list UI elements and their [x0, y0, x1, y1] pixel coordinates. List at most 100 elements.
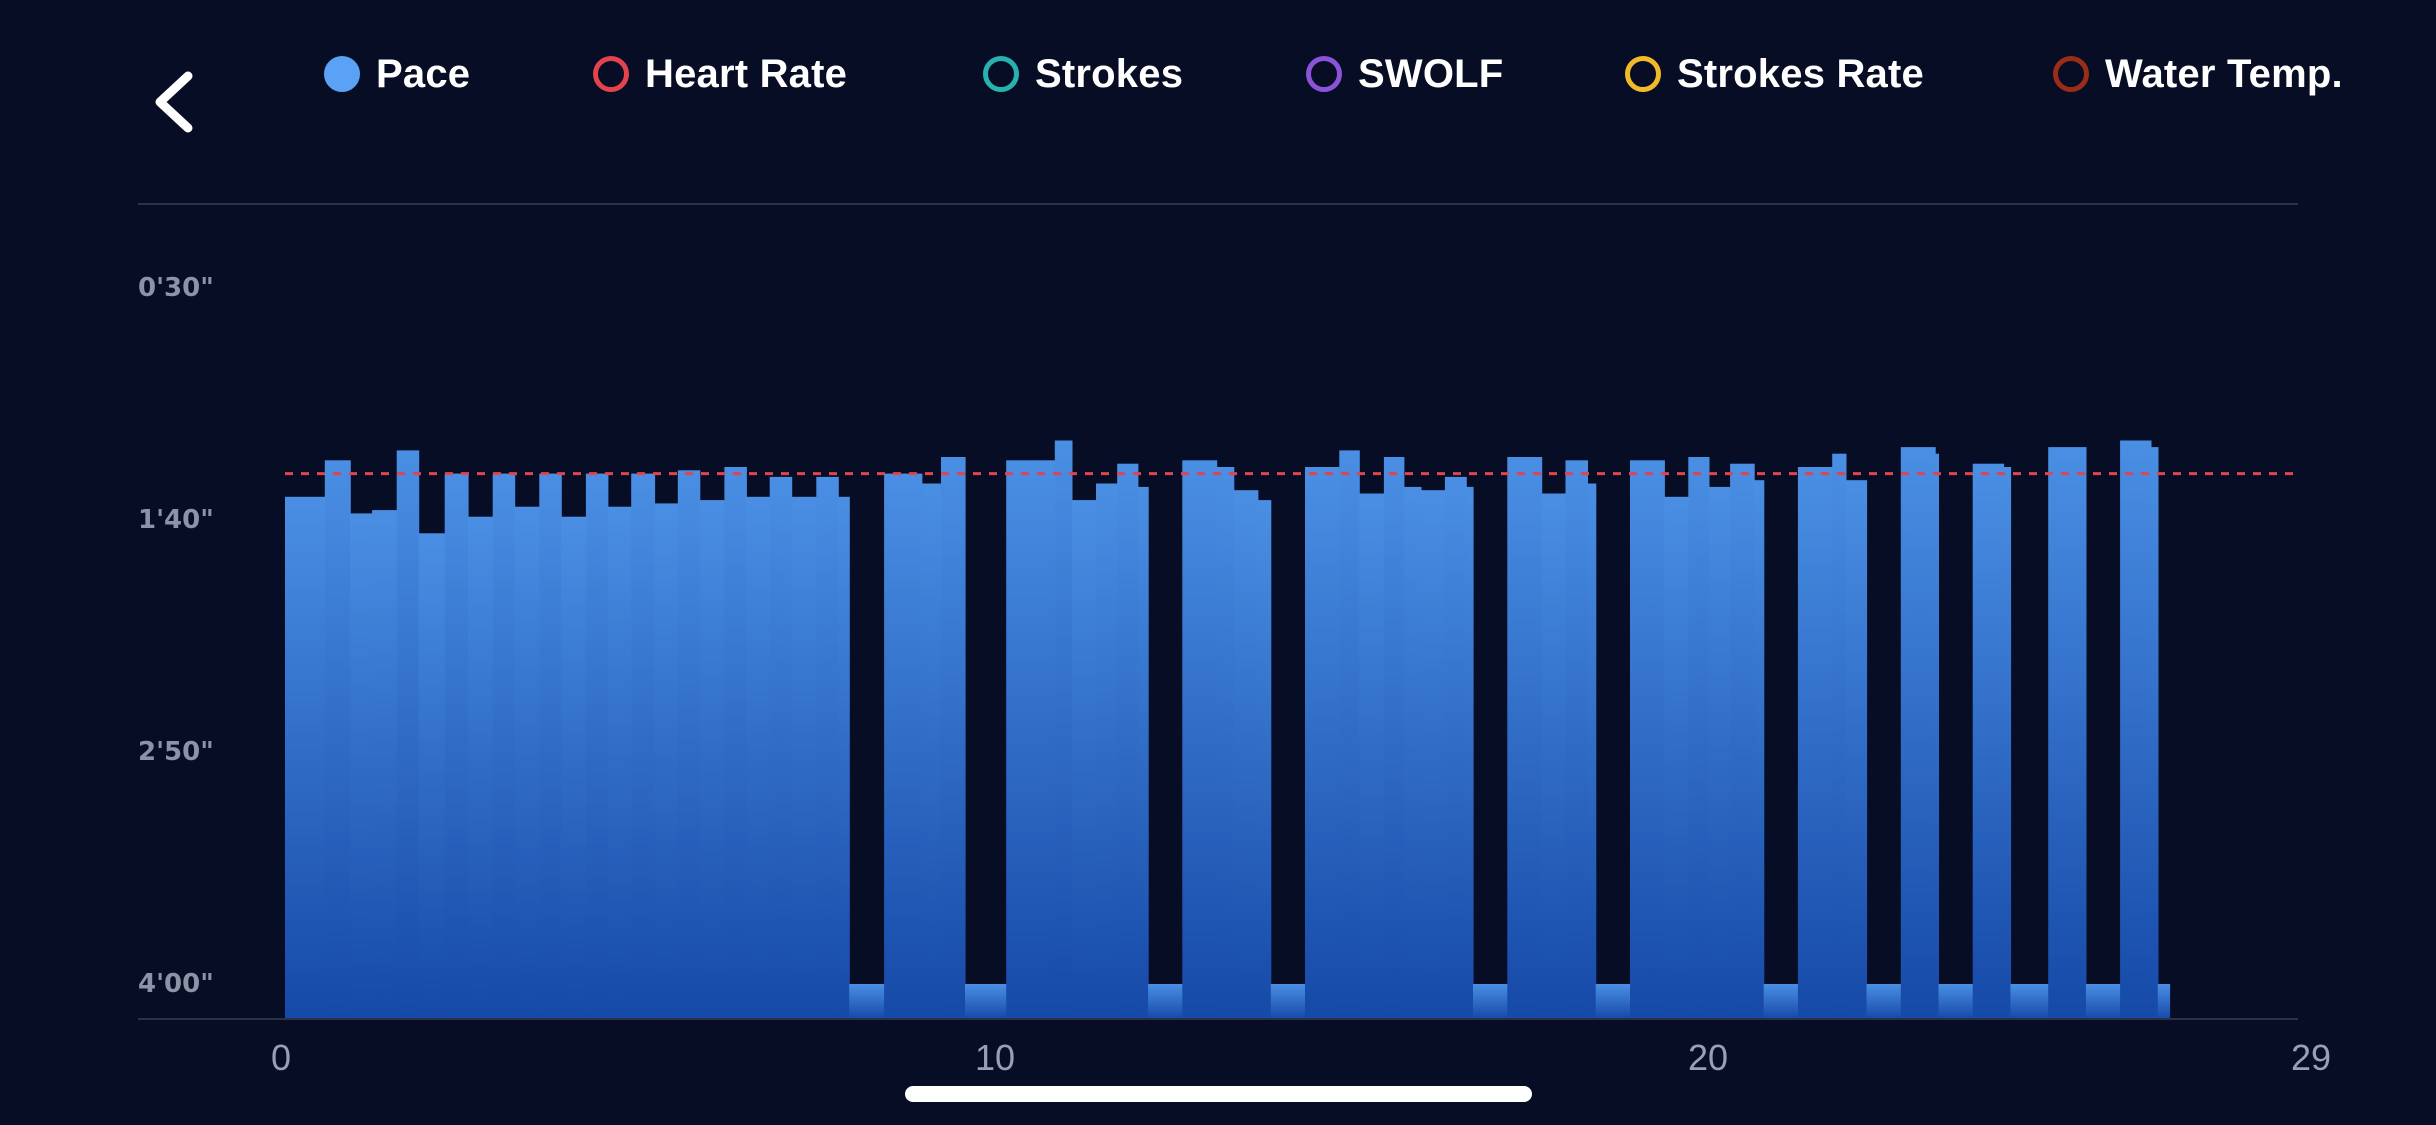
pace-bar: [2151, 447, 2159, 1020]
legend-item-pace[interactable]: Pace: [324, 44, 470, 104]
legend-item-strokes-rate[interactable]: Strokes Rate: [1625, 44, 1924, 104]
pace-bar: [1117, 463, 1139, 1019]
pace-bar: [724, 467, 747, 1019]
pace-bar: [849, 984, 885, 1019]
pace-bar: [2157, 984, 2171, 1019]
metric-legend: Pace Heart Rate Strokes SWOLF Strokes Ra…: [0, 44, 2436, 104]
pace-bar: [2085, 984, 2121, 1019]
pace-bar: [1866, 984, 1902, 1019]
pace-bar: [324, 460, 351, 1019]
pace-bar: [1507, 457, 1543, 1019]
pace-bar: [1305, 467, 1340, 1019]
pace-bar: [884, 473, 906, 1020]
pace-bar: [1565, 460, 1588, 1019]
pace-bar: [1257, 500, 1272, 1020]
legend-label-water-temp: Water Temp.: [2105, 51, 2343, 96]
home-indicator[interactable]: [905, 1086, 1532, 1102]
pace-bar: [514, 506, 540, 1019]
pace-bar: [1444, 476, 1467, 1019]
pace-bar: [965, 984, 1007, 1019]
legend-item-swolf[interactable]: SWOLF: [1306, 44, 1503, 104]
pace-bar: [585, 473, 609, 1020]
pace-bar: [769, 476, 793, 1019]
pace-bar: [1339, 450, 1360, 1019]
legend-label-pace: Pace: [376, 51, 471, 96]
legend-item-strokes[interactable]: Strokes: [983, 44, 1183, 104]
pace-bar: [1072, 500, 1097, 1020]
legend-label-strokes: Strokes: [1035, 51, 1184, 96]
pace-bar: [699, 500, 725, 1020]
legend-label-strokes-rate: Strokes Rate: [1677, 51, 1924, 96]
pace-bar: [444, 473, 469, 1020]
pace-bar: [746, 496, 771, 1019]
pace-bar: [1473, 984, 1508, 1019]
pace-bar: [941, 457, 966, 1019]
y-tick-label: 1'40": [138, 505, 214, 535]
y-tick-label: 4'00": [138, 969, 214, 999]
pace-bar: [654, 503, 679, 1019]
pace-bar: [2048, 447, 2087, 1020]
pace-bar: [418, 533, 446, 1019]
pace-bar: [285, 496, 326, 1019]
legend-item-water-temp[interactable]: Water Temp.: [2053, 44, 2343, 104]
pace-bar: [1587, 483, 1597, 1019]
pace-bar: [1216, 467, 1235, 1019]
pace-bar: [492, 473, 516, 1020]
strokes-marker-icon: [983, 56, 1019, 92]
pace-bar: [1754, 480, 1765, 1019]
pace-bar: [1420, 490, 1446, 1019]
pace-bar: [1383, 457, 1405, 1019]
legend-label-swolf: SWOLF: [1358, 51, 1504, 96]
back-button[interactable]: [138, 62, 210, 142]
pace-bar: [1938, 984, 1974, 1019]
pace-bar: [904, 473, 923, 1020]
y-tick-label: 2'50": [138, 737, 214, 767]
swolf-marker-icon: [1306, 56, 1342, 92]
pace-bar: [791, 496, 817, 1019]
pace-bar: [1541, 493, 1567, 1019]
x-tick-label: 20: [1688, 1037, 1728, 1078]
pace-bar: [1935, 453, 1939, 1019]
pace-bar: [921, 483, 942, 1019]
pace-bar: [1664, 496, 1689, 1019]
pace-bar: [1832, 453, 1847, 1019]
pace-bar: [1403, 486, 1422, 1019]
pace-bar: [1182, 460, 1218, 1019]
pace-bars: [285, 440, 2171, 1020]
legend-label-heart-rate: Heart Rate: [645, 51, 848, 96]
pace-bar: [1630, 460, 1665, 1019]
pace-bar: [1595, 984, 1631, 1019]
x-tick-label: 0: [271, 1037, 291, 1078]
pace-bar: [1730, 463, 1755, 1019]
pace-bar: [561, 516, 587, 1019]
legend-item-heart-rate[interactable]: Heart Rate: [593, 44, 847, 104]
pace-bar: [838, 496, 850, 1019]
pace-bar: [1359, 493, 1385, 1019]
pace-bar: [396, 450, 420, 1019]
pace-bar: [1797, 467, 1833, 1019]
pace-bar: [1845, 480, 1868, 1019]
pace-bar: [468, 516, 494, 1019]
pace-bar: [1708, 486, 1731, 1019]
pace-bar: [1972, 463, 2005, 1019]
pace-bar: [1466, 486, 1474, 1019]
heart-rate-marker-icon: [593, 56, 629, 92]
pace-bar: [816, 476, 839, 1019]
pace-bar: [1688, 457, 1710, 1019]
pace-bar: [1037, 460, 1056, 1019]
x-tick-label: 10: [975, 1037, 1015, 1078]
pace-bar: [350, 513, 373, 1019]
pace-bar: [1900, 447, 1936, 1020]
pace-bar: [1763, 984, 1799, 1019]
chevron-left-icon: [155, 71, 193, 133]
pace-bar: [1096, 483, 1118, 1019]
x-tick-label: 29: [2291, 1037, 2331, 1078]
pace-bar: [372, 510, 398, 1019]
pace-bar: [1006, 460, 1039, 1019]
strokes-rate-marker-icon: [1625, 56, 1661, 92]
pace-bar: [631, 473, 656, 1020]
pace-bar: [1148, 984, 1183, 1019]
pace-bar: [1137, 486, 1149, 1019]
